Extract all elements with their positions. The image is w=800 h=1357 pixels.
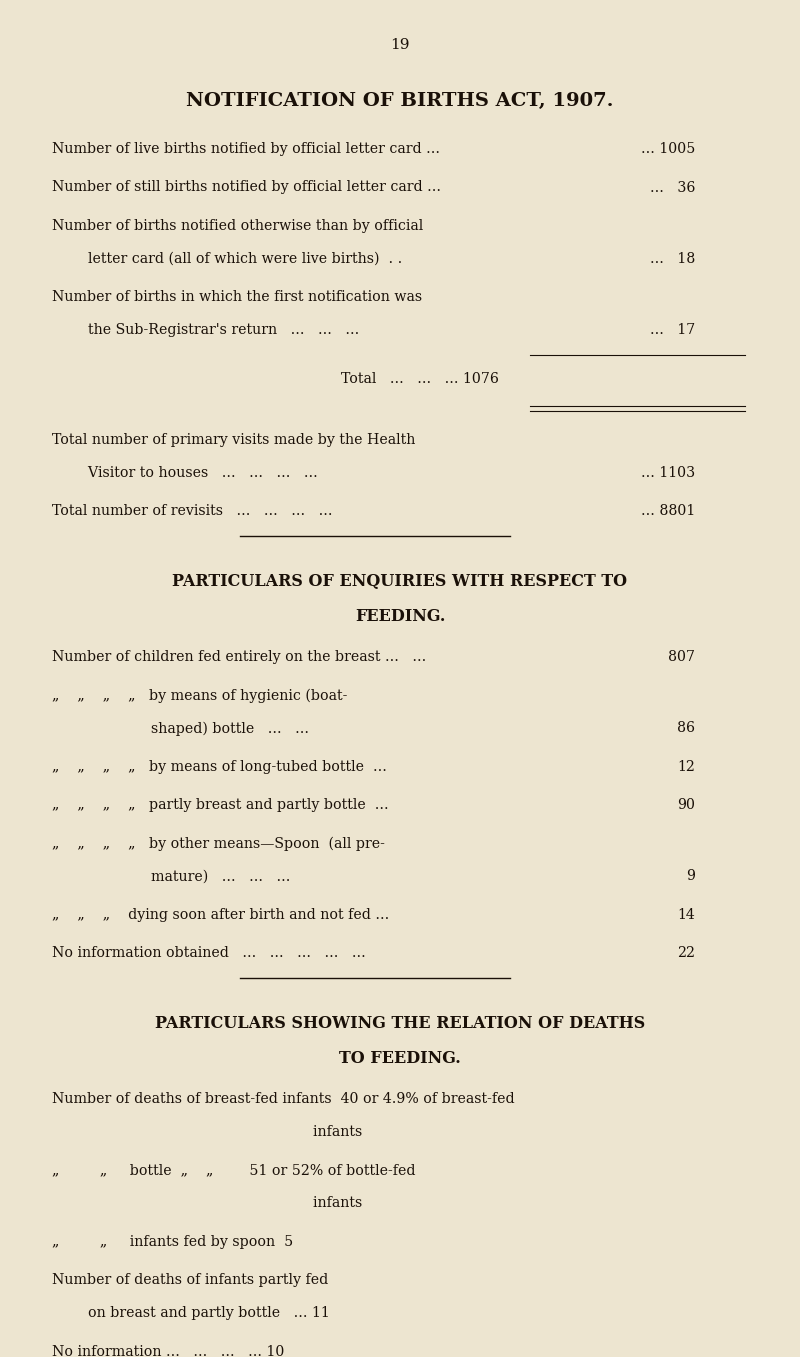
Text: Total   ...   ...   ... 1076: Total ... ... ... 1076 bbox=[341, 372, 499, 385]
Text: No information obtained   ...   ...   ...   ...   ...: No information obtained ... ... ... ... … bbox=[52, 946, 366, 961]
Text: FEEDING.: FEEDING. bbox=[355, 608, 445, 624]
Text: 90: 90 bbox=[677, 798, 695, 813]
Text: No information ...   ...   ...   ... 10: No information ... ... ... ... 10 bbox=[52, 1345, 284, 1357]
Text: 22: 22 bbox=[677, 946, 695, 961]
Text: 807: 807 bbox=[668, 650, 695, 664]
Text: „    „    „    dying soon after birth and not fed ...: „ „ „ dying soon after birth and not fed… bbox=[52, 908, 390, 921]
Text: ...   18: ... 18 bbox=[650, 252, 695, 266]
Text: mature)   ...   ...   ...: mature) ... ... ... bbox=[52, 870, 290, 883]
Text: ... 8801: ... 8801 bbox=[641, 503, 695, 518]
Text: the Sub-Registrar's return   ...   ...   ...: the Sub-Registrar's return ... ... ... bbox=[52, 323, 359, 337]
Text: TO FEEDING.: TO FEEDING. bbox=[339, 1050, 461, 1067]
Text: Number of still births notified by official letter card ...: Number of still births notified by offic… bbox=[52, 180, 441, 194]
Text: ...   36: ... 36 bbox=[650, 180, 695, 194]
Text: Number of births in which the first notification was: Number of births in which the first noti… bbox=[52, 290, 422, 304]
Text: Number of deaths of breast-fed infants  40 or 4.9% of breast-fed: Number of deaths of breast-fed infants 4… bbox=[52, 1092, 514, 1106]
Text: 12: 12 bbox=[677, 760, 695, 773]
Text: letter card (all of which were live births)  . .: letter card (all of which were live birt… bbox=[52, 252, 402, 266]
Text: 19: 19 bbox=[390, 38, 410, 52]
Text: shaped) bottle   ...   ...: shaped) bottle ... ... bbox=[52, 721, 309, 735]
Text: „    „    „    „   by means of long-tubed bottle  ...: „ „ „ „ by means of long-tubed bottle ..… bbox=[52, 760, 387, 773]
Text: Number of children fed entirely on the breast ...   ...: Number of children fed entirely on the b… bbox=[52, 650, 426, 664]
Text: ...   17: ... 17 bbox=[650, 323, 695, 337]
Text: „    „    „    „   partly breast and partly bottle  ...: „ „ „ „ partly breast and partly bottle … bbox=[52, 798, 389, 813]
Text: on breast and partly bottle   ... 11: on breast and partly bottle ... 11 bbox=[52, 1305, 330, 1320]
Text: PARTICULARS OF ENQUIRIES WITH RESPECT TO: PARTICULARS OF ENQUIRIES WITH RESPECT TO bbox=[173, 573, 627, 590]
Text: „         „     infants fed by spoon  5: „ „ infants fed by spoon 5 bbox=[52, 1235, 294, 1248]
Text: 14: 14 bbox=[678, 908, 695, 921]
Text: ... 1005: ... 1005 bbox=[641, 142, 695, 156]
Text: NOTIFICATION OF BIRTHS ACT, 1907.: NOTIFICATION OF BIRTHS ACT, 1907. bbox=[186, 92, 614, 110]
Text: „    „    „    „   by other means—Spoon  (all pre-: „ „ „ „ by other means—Spoon (all pre- bbox=[52, 837, 385, 851]
Text: Total number of primary visits made by the Health: Total number of primary visits made by t… bbox=[52, 433, 415, 446]
Text: Total number of revisits   ...   ...   ...   ...: Total number of revisits ... ... ... ... bbox=[52, 503, 333, 518]
Text: 86: 86 bbox=[677, 721, 695, 735]
Text: Number of births notified otherwise than by official: Number of births notified otherwise than… bbox=[52, 218, 423, 233]
Text: „    „    „    „   by means of hygienic (boat-: „ „ „ „ by means of hygienic (boat- bbox=[52, 688, 347, 703]
Text: infants: infants bbox=[52, 1125, 362, 1139]
Text: Visitor to houses   ...   ...   ...   ...: Visitor to houses ... ... ... ... bbox=[52, 465, 318, 479]
Text: Number of deaths of infants partly fed: Number of deaths of infants partly fed bbox=[52, 1273, 328, 1288]
Text: PARTICULARS SHOWING THE RELATION OF DEATHS: PARTICULARS SHOWING THE RELATION OF DEAT… bbox=[155, 1015, 645, 1033]
Text: ... 1103: ... 1103 bbox=[641, 465, 695, 479]
Text: infants: infants bbox=[52, 1197, 362, 1210]
Text: 9: 9 bbox=[686, 870, 695, 883]
Text: Number of live births notified by official letter card ...: Number of live births notified by offici… bbox=[52, 142, 440, 156]
Text: „         „     bottle  „    „        51 or 52% of bottle-fed: „ „ bottle „ „ 51 or 52% of bottle-fed bbox=[52, 1163, 415, 1178]
